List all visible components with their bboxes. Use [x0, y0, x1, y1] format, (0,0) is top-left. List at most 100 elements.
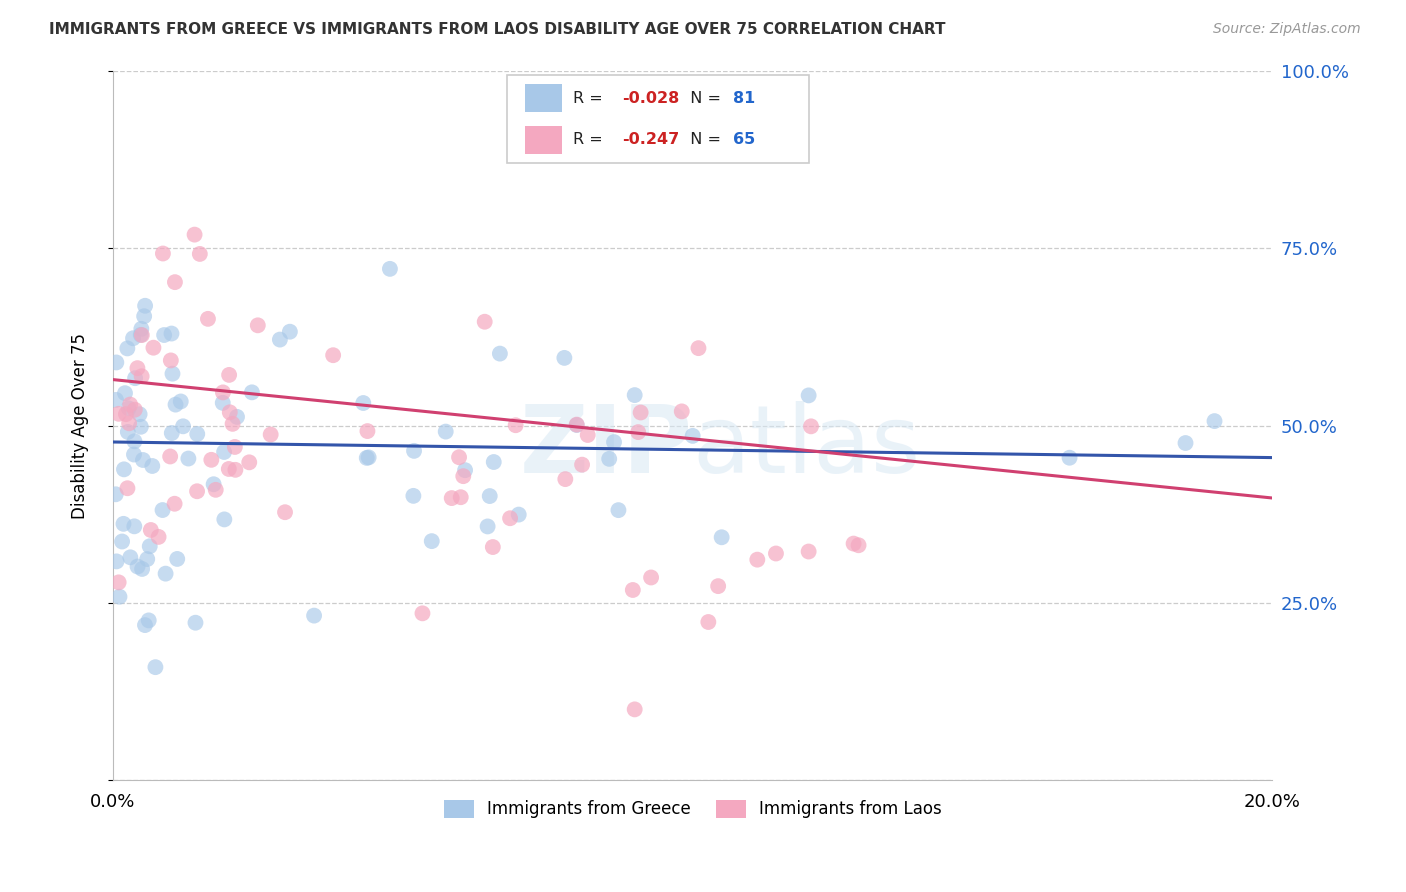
Point: [160, 425, 183, 440]
Point: [160, 326, 183, 341]
Point: [142, 341, 165, 355]
FancyBboxPatch shape: [524, 84, 561, 112]
Point: [124, 434, 146, 449]
Point: [138, 539, 160, 553]
Point: [148, 530, 170, 544]
Point: [129, 419, 152, 434]
Point: [765, 547, 787, 561]
Point: [440, 491, 463, 505]
Point: [139, 523, 162, 537]
Point: [211, 396, 233, 410]
Point: [152, 503, 174, 517]
Point: [107, 407, 129, 421]
Point: [1204, 414, 1226, 428]
Point: [105, 355, 128, 369]
Point: [697, 615, 720, 629]
Point: [108, 590, 131, 604]
Point: [134, 299, 156, 313]
Point: [138, 614, 160, 628]
Point: [124, 402, 146, 417]
Point: [603, 435, 626, 450]
Text: atlas: atlas: [693, 401, 921, 493]
Point: [120, 398, 142, 412]
Point: [450, 490, 472, 504]
Point: [128, 407, 150, 421]
Point: [453, 469, 475, 483]
Point: [489, 346, 512, 360]
Point: [707, 579, 730, 593]
Point: [107, 575, 129, 590]
Point: [117, 401, 139, 416]
Point: [274, 505, 297, 519]
Point: [105, 392, 128, 407]
Text: R =: R =: [574, 90, 609, 105]
Text: N =: N =: [681, 90, 725, 105]
Point: [183, 227, 205, 242]
Point: [302, 608, 325, 623]
Point: [482, 540, 505, 554]
Point: [627, 425, 650, 439]
Point: [640, 570, 662, 584]
Legend: Immigrants from Greece, Immigrants from Laos: Immigrants from Greece, Immigrants from …: [437, 793, 949, 825]
Point: [218, 405, 240, 419]
Point: [478, 489, 501, 503]
Point: [141, 458, 163, 473]
Point: [322, 348, 344, 362]
Point: [177, 451, 200, 466]
Point: [269, 333, 291, 347]
Point: [127, 559, 149, 574]
Point: [117, 425, 139, 439]
Point: [688, 341, 710, 355]
Point: [212, 385, 235, 400]
Text: N =: N =: [681, 132, 725, 147]
Point: [226, 409, 249, 424]
Point: [160, 353, 183, 368]
Point: [434, 425, 457, 439]
Point: [112, 462, 135, 476]
Point: [132, 453, 155, 467]
Point: [671, 404, 693, 418]
Point: [136, 552, 159, 566]
Point: [221, 417, 243, 431]
Point: [129, 327, 152, 342]
Text: ZIP: ZIP: [520, 401, 693, 493]
Point: [449, 450, 471, 465]
Point: [204, 483, 226, 497]
Point: [163, 275, 186, 289]
Point: [454, 463, 477, 477]
Point: [188, 247, 211, 261]
Point: [240, 385, 263, 400]
Point: [238, 455, 260, 469]
Point: [124, 371, 146, 385]
Point: [124, 519, 146, 533]
Point: [800, 419, 823, 434]
Point: [131, 322, 153, 336]
Point: [356, 450, 378, 465]
Point: [117, 342, 139, 356]
Point: [200, 452, 222, 467]
Point: [797, 544, 820, 558]
Text: 81: 81: [734, 90, 755, 105]
Text: R =: R =: [574, 132, 609, 147]
Point: [378, 261, 401, 276]
Y-axis label: Disability Age Over 75: Disability Age Over 75: [72, 333, 89, 518]
Point: [508, 508, 530, 522]
Point: [356, 424, 378, 438]
Point: [118, 417, 141, 431]
Point: [197, 311, 219, 326]
Point: [162, 367, 184, 381]
Point: [710, 530, 733, 544]
Point: [278, 325, 301, 339]
Point: [623, 388, 645, 402]
Point: [186, 484, 208, 499]
Text: Source: ZipAtlas.com: Source: ZipAtlas.com: [1213, 22, 1361, 37]
Point: [114, 386, 136, 401]
Point: [571, 458, 593, 472]
Point: [630, 405, 652, 419]
Point: [170, 394, 193, 409]
Point: [184, 615, 207, 630]
Point: [411, 607, 433, 621]
Point: [842, 536, 865, 550]
Point: [623, 702, 645, 716]
Point: [122, 331, 145, 345]
